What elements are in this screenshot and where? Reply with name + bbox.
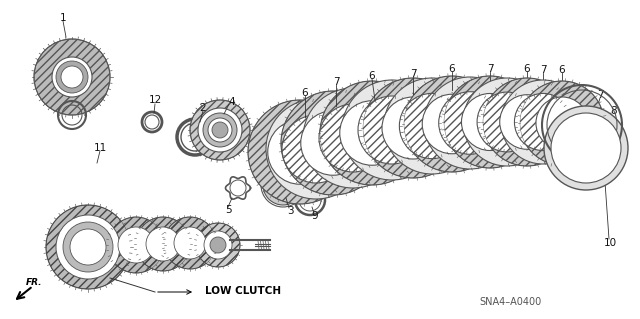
Ellipse shape <box>463 78 551 166</box>
Ellipse shape <box>319 104 387 172</box>
Circle shape <box>273 175 293 195</box>
Ellipse shape <box>444 76 536 168</box>
Ellipse shape <box>500 95 554 149</box>
Circle shape <box>196 223 240 267</box>
Circle shape <box>63 222 113 272</box>
Text: 11: 11 <box>93 143 107 153</box>
Circle shape <box>136 217 190 271</box>
Text: FR.: FR. <box>26 278 42 287</box>
Text: 7: 7 <box>596 90 604 100</box>
Text: 7: 7 <box>486 64 493 74</box>
Ellipse shape <box>439 92 501 154</box>
Circle shape <box>212 122 228 138</box>
Ellipse shape <box>382 97 444 159</box>
Circle shape <box>174 227 206 259</box>
Ellipse shape <box>461 93 518 151</box>
Circle shape <box>56 61 88 93</box>
Ellipse shape <box>384 78 480 174</box>
Ellipse shape <box>301 111 365 175</box>
Circle shape <box>56 215 120 279</box>
Text: 8: 8 <box>611 106 618 116</box>
Circle shape <box>278 180 288 190</box>
Text: 9: 9 <box>312 211 318 221</box>
Ellipse shape <box>501 80 585 164</box>
Text: 6: 6 <box>369 71 375 81</box>
Ellipse shape <box>483 78 571 166</box>
Ellipse shape <box>520 81 604 165</box>
Circle shape <box>210 237 226 253</box>
Text: 6: 6 <box>524 64 531 74</box>
Ellipse shape <box>422 94 482 154</box>
Ellipse shape <box>536 97 588 149</box>
Circle shape <box>544 106 628 190</box>
Ellipse shape <box>248 100 352 204</box>
Circle shape <box>34 39 110 115</box>
Ellipse shape <box>282 115 350 183</box>
Text: LOW CLUTCH: LOW CLUTCH <box>205 286 281 296</box>
Text: 4: 4 <box>228 97 236 107</box>
Text: 7: 7 <box>540 65 547 75</box>
Ellipse shape <box>320 81 424 185</box>
Text: 12: 12 <box>148 95 162 105</box>
Ellipse shape <box>424 77 516 169</box>
Text: 7: 7 <box>333 77 339 87</box>
Circle shape <box>146 227 180 261</box>
Ellipse shape <box>281 91 385 195</box>
Ellipse shape <box>477 92 537 152</box>
Ellipse shape <box>404 76 500 172</box>
Circle shape <box>70 229 106 265</box>
Circle shape <box>268 170 298 200</box>
Circle shape <box>118 227 154 263</box>
Ellipse shape <box>342 80 442 180</box>
Ellipse shape <box>399 93 465 159</box>
Circle shape <box>204 231 232 259</box>
Text: 1: 1 <box>60 13 67 23</box>
Circle shape <box>190 100 250 160</box>
Text: 3: 3 <box>287 206 293 216</box>
Text: 2: 2 <box>200 103 206 113</box>
Circle shape <box>164 217 216 269</box>
Circle shape <box>208 118 232 142</box>
Circle shape <box>52 57 92 97</box>
Ellipse shape <box>268 120 332 184</box>
Circle shape <box>203 113 237 147</box>
Circle shape <box>108 217 164 273</box>
Ellipse shape <box>266 99 366 199</box>
Circle shape <box>263 165 303 205</box>
Ellipse shape <box>303 88 403 188</box>
Text: 6: 6 <box>559 65 565 75</box>
Ellipse shape <box>340 101 404 165</box>
Circle shape <box>61 66 83 88</box>
Circle shape <box>46 205 130 289</box>
Text: SNA4–A0400: SNA4–A0400 <box>479 297 541 307</box>
Ellipse shape <box>358 96 426 164</box>
Text: 6: 6 <box>301 88 308 98</box>
Circle shape <box>198 108 242 152</box>
Ellipse shape <box>363 78 463 178</box>
Text: 5: 5 <box>225 205 231 215</box>
Text: 7: 7 <box>410 69 416 79</box>
Ellipse shape <box>515 93 572 151</box>
Text: 10: 10 <box>604 238 616 248</box>
Text: 6: 6 <box>449 64 455 74</box>
Circle shape <box>551 113 621 183</box>
